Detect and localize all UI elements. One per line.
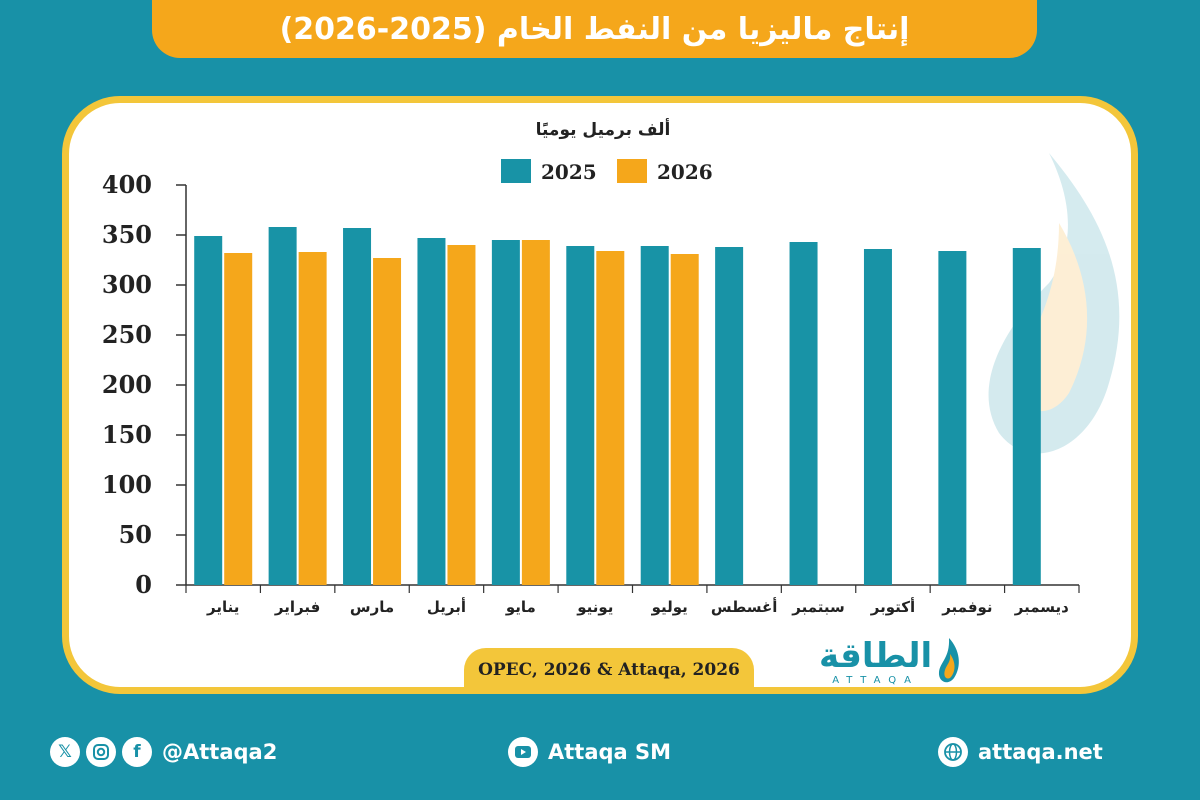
y-tick-label: 150 [102,420,152,449]
title-banner: إنتاج ماليزيا من النفط الخام (2025-2026) [152,0,1037,58]
legend-swatch-2026 [617,159,647,183]
legend-label-2025: 2025 [541,160,597,184]
bar-2026 [447,245,476,585]
legend-label-2026: 2026 [657,160,713,184]
x-tick-label: يناير [206,598,239,616]
chart-title: إنتاج ماليزيا من النفط الخام (2025-2026) [279,11,910,47]
bar-2025 [789,242,818,585]
x-tick-label: فبراير [274,598,320,616]
source-badge: OPEC, 2026 & Attaqa, 2026 [464,648,754,687]
youtube-channel[interactable]: Attaqa SM [548,740,672,764]
globe-icon[interactable] [938,737,968,767]
legend-swatch-2025 [501,159,531,183]
y-tick-label: 250 [102,320,152,349]
y-tick-label: 350 [102,220,152,249]
bar-2025 [491,240,520,585]
x-tick-label: مايو [505,598,536,616]
x-tick-label: سبتمبر [791,598,845,616]
source-text: OPEC, 2026 & Attaqa, 2026 [478,660,740,680]
x-axis: يناير فبراير مارس أبريل مايو يونيو يوليو أغسطس س… [185,584,1080,616]
social-links: 𝕏 f @Attaqa2 [50,737,277,767]
x-tick-label: أبريل [427,597,466,616]
social-handle[interactable]: @Attaqa2 [162,740,278,764]
attaqa-logo: الطاقة ATTAQA [819,631,994,687]
x-tick-label: نوفمبر [941,598,992,616]
x-tick-label: مارس [350,598,394,616]
bar-2025 [715,247,744,585]
facebook-icon[interactable]: f [122,737,152,767]
x-tick-label: يوليو [651,598,688,616]
y-tick-label: 300 [102,270,152,299]
bar-2025 [417,238,446,585]
youtube-link: Attaqa SM [508,737,671,767]
y-tick-label: 400 [102,170,152,199]
x-tick-label: يونيو [576,598,613,616]
y-unit-label: ألف برميل يوميًا [536,118,671,140]
y-tick-label: 100 [102,470,152,499]
bar-2025 [268,227,297,585]
bar-2026 [521,240,550,585]
y-tick-label: 50 [119,520,152,549]
bar-2025 [566,246,595,585]
x-tick-label: ديسمبر [1014,598,1069,616]
y-tick-label: 0 [135,570,152,599]
bars [194,227,1041,585]
chart-card: ألف برميل يوميًا 2025 2026 0 50 100 150 200 25… [62,96,1138,694]
bar-2025 [194,236,223,585]
bar-2025 [863,249,892,585]
bar-2025 [1012,248,1041,585]
y-tick-label: 200 [102,370,152,399]
x-icon[interactable]: 𝕏 [50,737,80,767]
website-link: attaqa.net [938,737,1103,767]
bar-2026 [373,258,402,585]
bar-chart: ألف برميل يوميًا 2025 2026 0 50 100 150 200 25… [102,118,1080,616]
bar-2025 [343,228,372,585]
y-axis: 0 50 100 150 200 250 300 350 400 [102,170,187,599]
x-tick-label: أكتوبر [870,597,915,616]
bar-2025 [938,251,967,585]
bar-2026 [596,251,625,585]
youtube-icon[interactable] [508,737,538,767]
legend: 2025 2026 [501,159,713,184]
website-url[interactable]: attaqa.net [978,740,1103,764]
bar-2026 [224,253,253,585]
bar-2025 [640,246,669,585]
logo-english-text: ATTAQA [832,674,919,686]
bar-2026 [670,254,699,585]
footer: 𝕏 f @Attaqa2 Attaqa SM attaqa.net [0,725,1200,785]
bar-2026 [298,252,327,585]
logo-arabic-text: الطاقة [819,635,933,676]
x-tick-label: أغسطس [711,597,777,616]
instagram-icon[interactable] [86,737,116,767]
flame-icon [939,638,960,683]
